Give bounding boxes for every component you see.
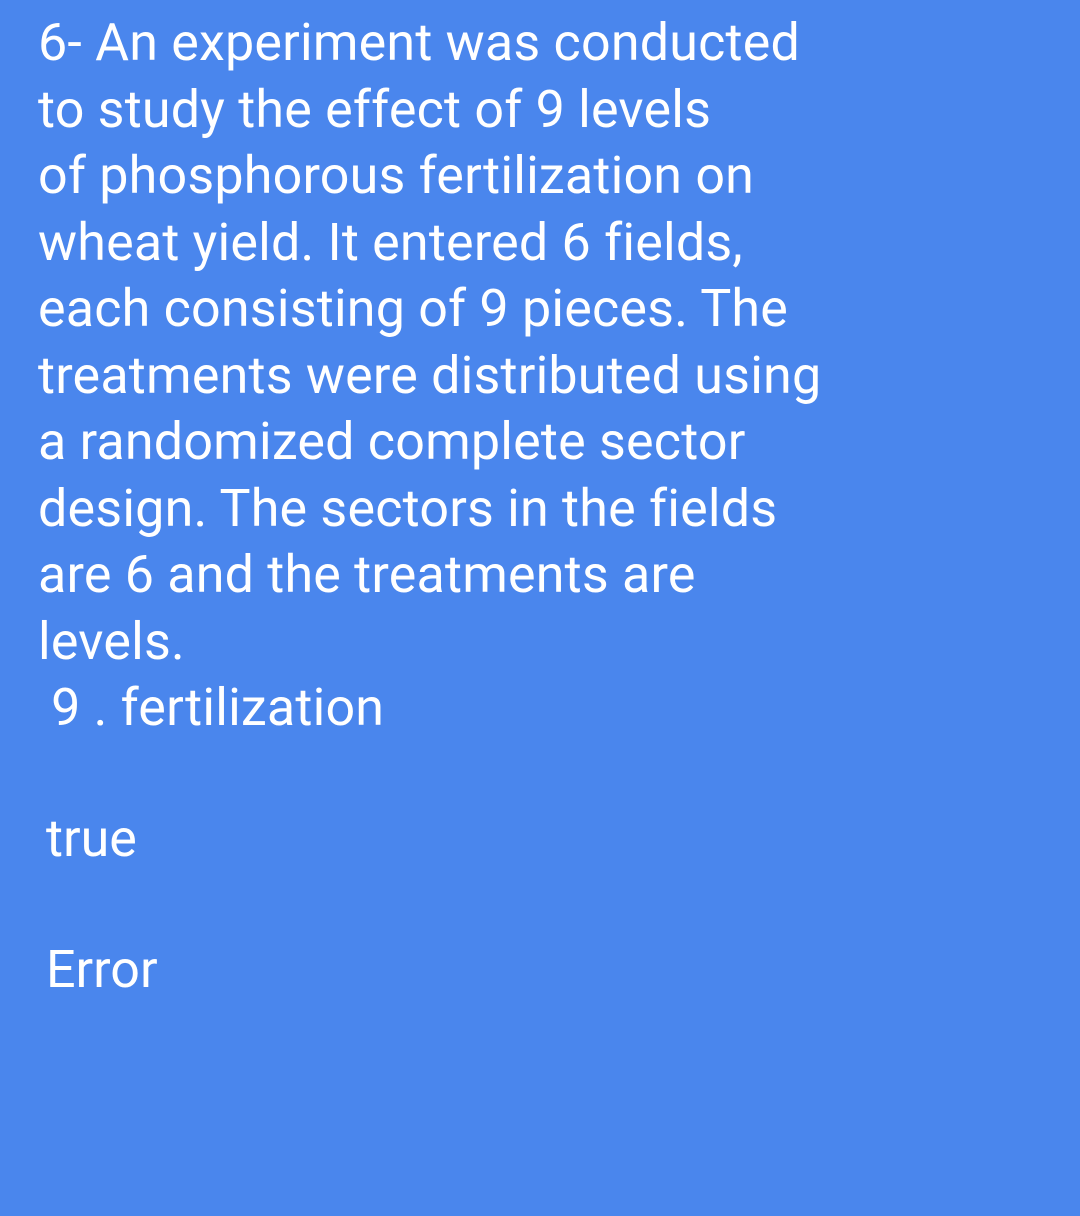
question-line: 9 . fertilization [38, 677, 384, 738]
question-line: treatments were distributed using [38, 345, 821, 406]
question-line: wheat yield. It entered 6 fields, [38, 212, 743, 273]
answer-options: true Error [38, 806, 1042, 1003]
answer-option-true[interactable]: true [38, 806, 1042, 873]
question-text: 6- An experiment was conductedto study t… [38, 10, 1042, 742]
question-line: a randomized complete sector [38, 411, 746, 472]
question-line: levels. [38, 611, 185, 672]
question-line: are 6 and the treatments are [38, 544, 696, 605]
answer-option-error[interactable]: Error [38, 937, 1042, 1004]
question-line: to study the effect of 9 levels [38, 79, 711, 140]
question-line: each consisting of 9 pieces. The [38, 278, 788, 339]
question-line: of phosphorous fertilization on [38, 145, 754, 206]
question-line: design. The sectors in the fields [38, 478, 777, 539]
question-line: 6- An experiment was conducted [38, 12, 800, 73]
